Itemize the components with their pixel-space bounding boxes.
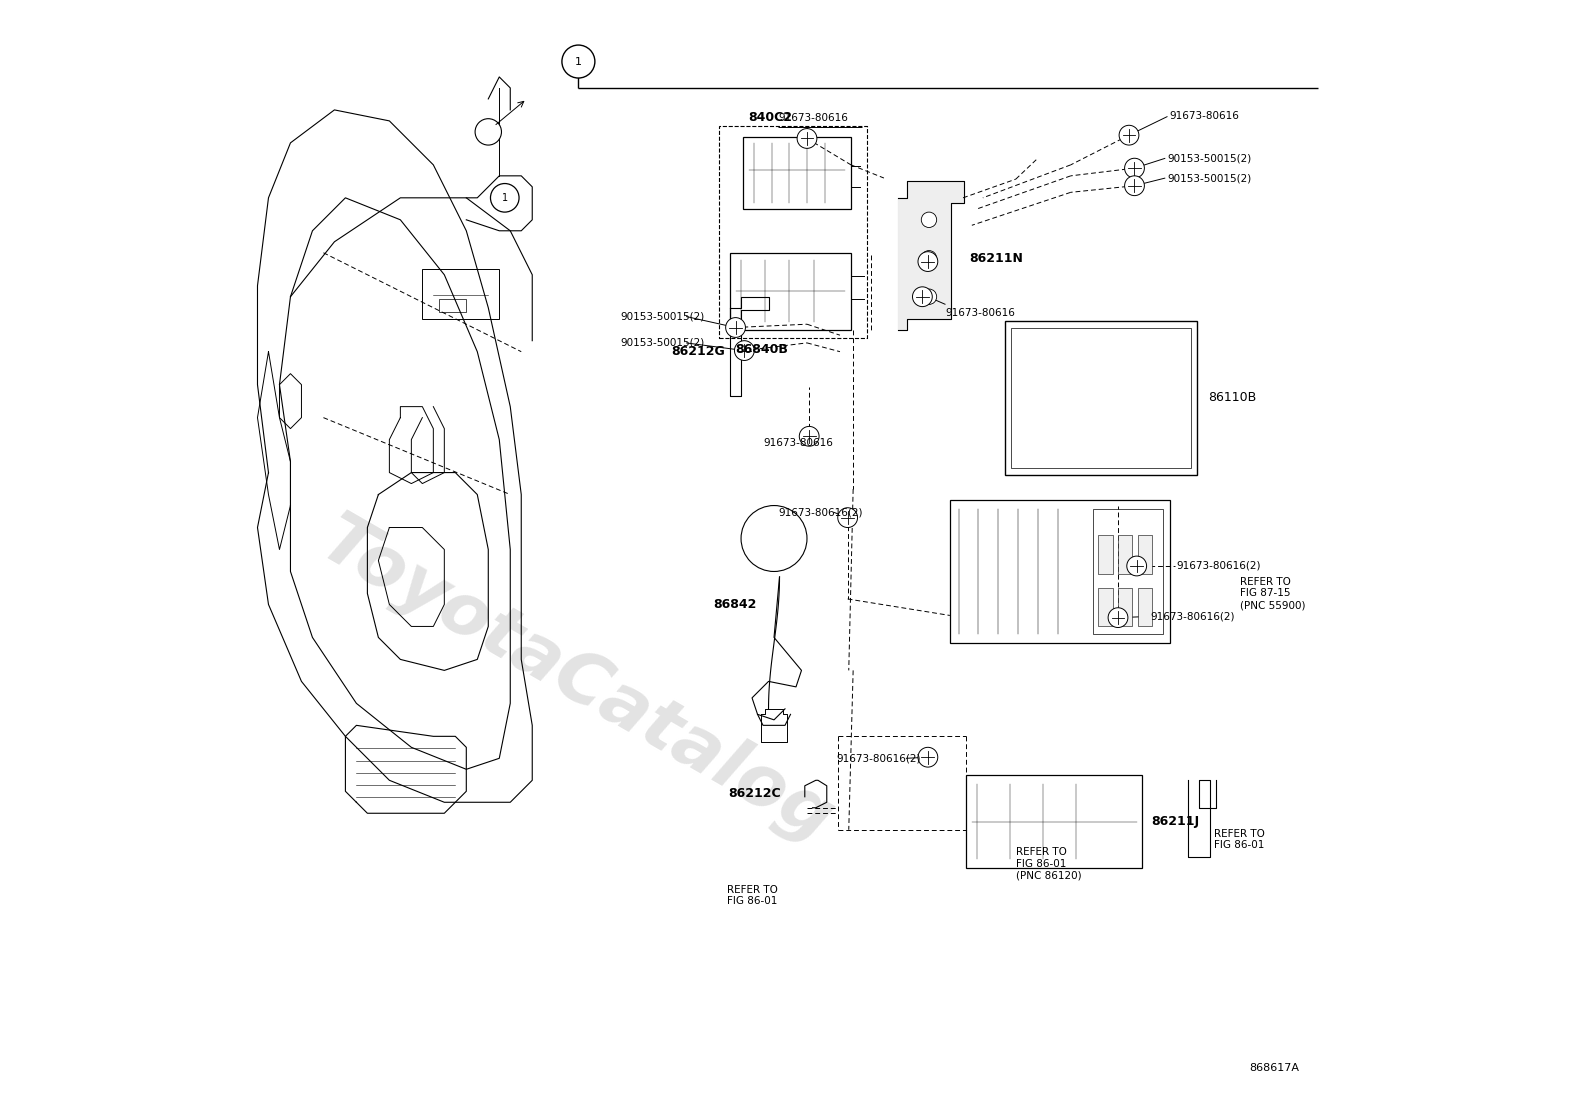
Text: 91673-80616: 91673-80616	[763, 437, 833, 448]
Circle shape	[922, 251, 936, 266]
Text: REFER TO
FIG 86-01: REFER TO FIG 86-01	[1213, 829, 1264, 851]
Circle shape	[1127, 556, 1146, 576]
Text: 1: 1	[501, 192, 508, 203]
Text: 90153-50015(2): 90153-50015(2)	[621, 337, 704, 348]
Bar	[1011, 328, 1191, 468]
Polygon shape	[898, 181, 965, 330]
Text: 90153-50015(2): 90153-50015(2)	[621, 311, 704, 322]
Text: REFER TO
FIG 86-01
(PNC 86120): REFER TO FIG 86-01 (PNC 86120)	[1016, 847, 1081, 880]
Text: 840C2: 840C2	[748, 111, 793, 124]
Text: 86211J: 86211J	[1151, 815, 1199, 828]
Text: 86212G: 86212G	[670, 345, 724, 358]
Circle shape	[912, 287, 933, 307]
Text: 86840B: 86840B	[736, 343, 788, 356]
Bar	[1118, 588, 1132, 626]
Bar	[743, 137, 852, 209]
Bar	[1092, 509, 1164, 634]
Circle shape	[1124, 176, 1145, 196]
Text: 91673-80616(2): 91673-80616(2)	[1149, 611, 1234, 622]
Circle shape	[562, 45, 595, 78]
Circle shape	[798, 129, 817, 148]
Text: 91673-80616(2): 91673-80616(2)	[837, 753, 922, 764]
Text: 86211N: 86211N	[970, 252, 1024, 265]
Text: ToyotaCatalog: ToyotaCatalog	[307, 507, 845, 856]
Bar	[1098, 588, 1113, 626]
Circle shape	[837, 508, 858, 528]
Circle shape	[726, 318, 745, 337]
Bar	[731, 253, 852, 330]
Bar	[1005, 321, 1197, 475]
Text: 91673-80616: 91673-80616	[946, 308, 1016, 319]
Text: 91673-80616: 91673-80616	[1170, 111, 1240, 122]
Circle shape	[919, 252, 938, 271]
Text: 86842: 86842	[713, 598, 756, 611]
Bar	[1118, 535, 1132, 574]
Circle shape	[490, 184, 519, 212]
Text: 868617A: 868617A	[1250, 1063, 1299, 1074]
Bar	[439, 299, 466, 312]
Bar	[1138, 588, 1153, 626]
Text: 91673-80616(2): 91673-80616(2)	[778, 507, 863, 518]
Circle shape	[799, 426, 818, 446]
Circle shape	[922, 289, 936, 304]
Circle shape	[474, 119, 501, 145]
Text: 86212C: 86212C	[728, 787, 780, 800]
Circle shape	[919, 747, 938, 767]
Bar	[950, 500, 1170, 643]
Text: 90153-50015(2): 90153-50015(2)	[1167, 173, 1251, 184]
Circle shape	[734, 341, 755, 360]
Text: REFER TO
FIG 86-01: REFER TO FIG 86-01	[728, 885, 777, 907]
Bar	[966, 775, 1141, 868]
Text: REFER TO
FIG 87-15
(PNC 55900): REFER TO FIG 87-15 (PNC 55900)	[1240, 577, 1305, 610]
Bar	[1138, 535, 1153, 574]
Text: 86110B: 86110B	[1208, 391, 1256, 404]
Text: 90153-50015(2): 90153-50015(2)	[1167, 153, 1251, 164]
Bar	[422, 269, 500, 319]
Bar	[1098, 535, 1113, 574]
Circle shape	[1108, 608, 1127, 628]
Circle shape	[1119, 125, 1138, 145]
Circle shape	[1124, 158, 1145, 178]
Bar	[720, 126, 868, 338]
Text: 91673-80616: 91673-80616	[778, 112, 849, 123]
Text: 1: 1	[575, 56, 583, 67]
Circle shape	[922, 212, 936, 227]
Text: 91673-80616(2): 91673-80616(2)	[1176, 560, 1261, 571]
